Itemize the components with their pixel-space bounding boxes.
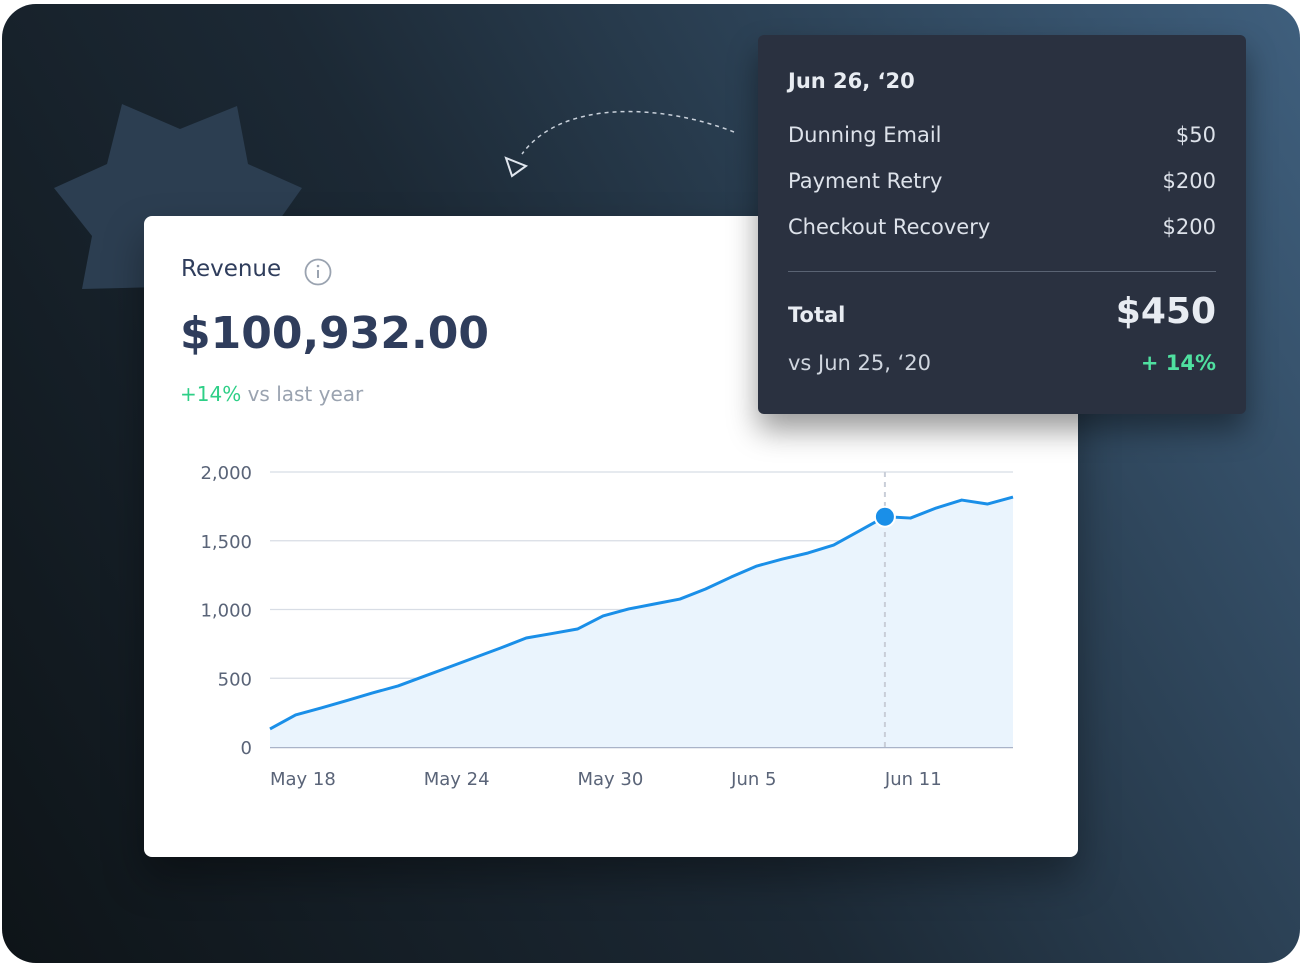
y-tick-label: 500 [218,669,252,690]
change-row: +14% vs last year [180,382,363,406]
y-tick-label: 2,000 [200,463,252,484]
tooltip-date: Jun 26, ‘20 [788,69,915,93]
y-tick-label: 1,000 [200,601,252,622]
row-value: $200 [1162,215,1216,239]
dashed-arrow [521,110,735,155]
row-value: $200 [1162,169,1216,193]
row-value: $50 [1175,123,1216,147]
info-icon[interactable] [304,258,334,288]
y-tick-label: 1,500 [200,532,252,553]
total-label: Total [788,303,846,327]
card-title: Revenue [181,256,282,282]
tooltip: Jun 26, ‘20 Dunning Email $50 Payment Retr… [758,35,1246,414]
row-label: Dunning Email [788,123,942,147]
change: +14% [180,382,242,406]
row-label: Checkout Recovery [788,215,991,239]
row-label: Payment Retry [788,169,943,193]
x-tick-label: Jun 11 [884,769,942,790]
chart: 0 500 1,000 1,500 2,000 May 18 May 24 May 30 Jun… [200,463,1014,790]
compare-change: + 14% [1140,351,1216,375]
y-tick-label: 0 [241,738,252,759]
total-value: $450 [1115,291,1216,332]
compare-label: vs Jun 25, ‘20 [788,351,932,375]
x-tick-label: May 18 [270,769,336,790]
amount: $100,932.00 [180,308,489,359]
change-label: vs last year [247,382,364,406]
area [270,497,1013,747]
x-tick-label: May 24 [424,769,490,790]
highlight-dot [873,505,896,528]
x-tick-label: May 30 [577,769,643,790]
x-tick-label: Jun 5 [730,769,776,790]
divider [788,271,1216,272]
cursor-icon [504,156,529,178]
